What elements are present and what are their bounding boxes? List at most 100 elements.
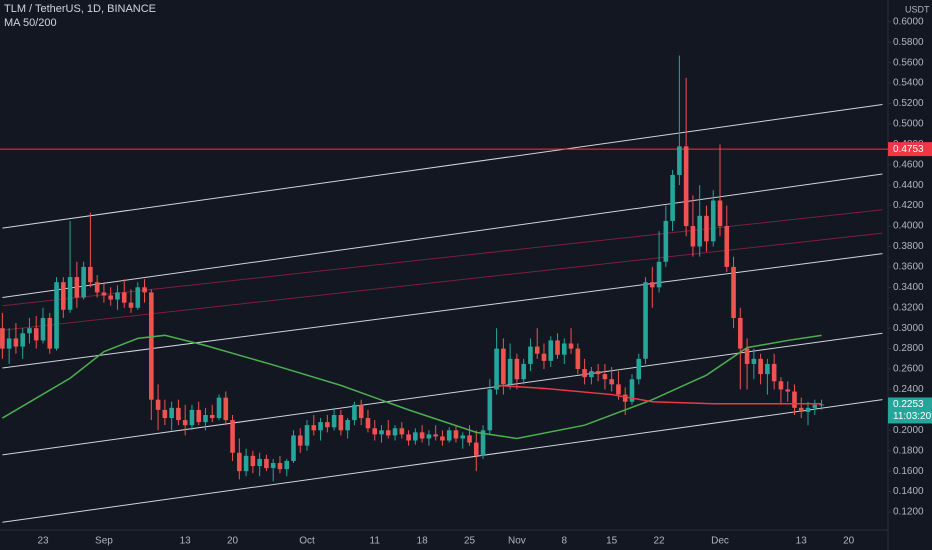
x-tick-label: 25: [464, 536, 476, 547]
candle-body: [656, 261, 662, 288]
candle-body: [297, 435, 303, 446]
trend-line: [2, 209, 883, 307]
candle-body: [609, 379, 614, 385]
hline-price-label: 0.4753: [893, 144, 924, 155]
candle-body: [433, 434, 438, 437]
y-tick-label: 0.2800: [893, 343, 924, 354]
last-price-box: [888, 397, 932, 424]
candle-body: [805, 407, 811, 412]
candle-body: [798, 407, 804, 412]
y-tick-label: 0.1200: [893, 507, 924, 518]
y-tick-label: 0.5000: [893, 119, 924, 130]
y-tick-label: 0.1800: [893, 445, 924, 456]
candle-body: [534, 346, 540, 354]
candle-body: [209, 414, 215, 419]
candle-body: [243, 455, 249, 472]
candle-body: [162, 409, 168, 419]
y-tick-label: 0.3000: [893, 323, 924, 334]
candle-body: [616, 384, 621, 395]
candle-body: [724, 226, 730, 267]
candle-body: [81, 266, 86, 298]
y-tick-label: 0.5600: [893, 57, 924, 68]
candle-body: [697, 215, 702, 247]
candle-body: [710, 200, 716, 242]
candle-body: [548, 340, 554, 361]
candle-body: [392, 428, 398, 436]
candle-body: [744, 348, 750, 364]
x-tick-label: 8: [562, 536, 568, 547]
candle-body: [291, 435, 296, 461]
candle-body: [683, 146, 689, 227]
candle-body: [20, 333, 25, 347]
candle-body: [257, 458, 262, 467]
candle-body: [223, 397, 229, 421]
y-tick-label: 0.5200: [893, 98, 924, 109]
candle-body: [311, 425, 317, 431]
candle-body: [494, 348, 499, 390]
candle-body: [155, 399, 161, 410]
candle-body: [812, 404, 818, 408]
candle-body: [595, 371, 601, 375]
plot-area: [0, 55, 888, 523]
candle-body: [765, 363, 770, 375]
candle-body: [785, 389, 790, 392]
x-tick-label: Sep: [95, 536, 113, 547]
x-tick-label: 20: [843, 536, 855, 547]
candle-body: [507, 358, 513, 385]
candle-body: [413, 432, 418, 441]
candle-body: [264, 458, 269, 469]
candle-body: [135, 287, 141, 308]
candle-body: [589, 371, 594, 378]
candle-body: [670, 174, 675, 221]
candle-body: [304, 425, 310, 446]
y-tick-label: 0.4000: [893, 221, 924, 232]
candle-body: [101, 292, 107, 296]
x-tick-label: 18: [417, 536, 429, 547]
y-tick-label: 0.6000: [893, 16, 924, 27]
candle-body: [108, 295, 113, 300]
candle-body: [237, 452, 242, 472]
candle-body: [792, 391, 797, 408]
candle-body: [149, 292, 154, 400]
candle-body: [541, 353, 547, 361]
candle-body: [230, 420, 235, 453]
y-tick-label: 0.3800: [893, 241, 924, 252]
candle-body: [738, 317, 743, 349]
y-tick-label: 0.4200: [893, 200, 924, 211]
y-tick-label: 0.5400: [893, 78, 924, 89]
y-tick-label: 0.1400: [893, 486, 924, 497]
x-tick-label: 11: [370, 536, 381, 547]
candle-body: [677, 146, 682, 175]
last-price-label: 0.2253: [893, 399, 924, 410]
candle-body: [568, 343, 574, 349]
x-tick-label: 13: [796, 536, 808, 547]
candle-body: [0, 328, 5, 349]
y-tick-label: 0.3400: [893, 282, 924, 293]
candle-body: [819, 404, 824, 406]
candle-body: [33, 328, 39, 341]
candle-body: [74, 277, 80, 298]
candle-body: [196, 409, 202, 423]
candle-body: [338, 414, 344, 431]
y-tick-label: 0.2600: [893, 364, 924, 375]
candle-body: [325, 422, 330, 428]
candle-body: [372, 428, 378, 435]
candle-body: [318, 422, 323, 431]
candle-body: [758, 358, 763, 375]
candle-body: [358, 404, 364, 419]
x-tick-label: 20: [227, 536, 239, 547]
candle-body: [284, 460, 290, 470]
candle-body: [169, 407, 174, 419]
candle-body: [61, 282, 66, 310]
candle-body: [419, 432, 425, 439]
candle-body: [460, 435, 466, 439]
candle-body: [142, 287, 147, 293]
candle-body: [514, 358, 520, 380]
y-tick-label: 0.4600: [893, 159, 924, 170]
candle-body: [54, 282, 59, 349]
candle-body: [331, 414, 337, 428]
x-tick-label: 15: [606, 536, 618, 547]
y-tick-label: 0.2400: [893, 384, 924, 395]
